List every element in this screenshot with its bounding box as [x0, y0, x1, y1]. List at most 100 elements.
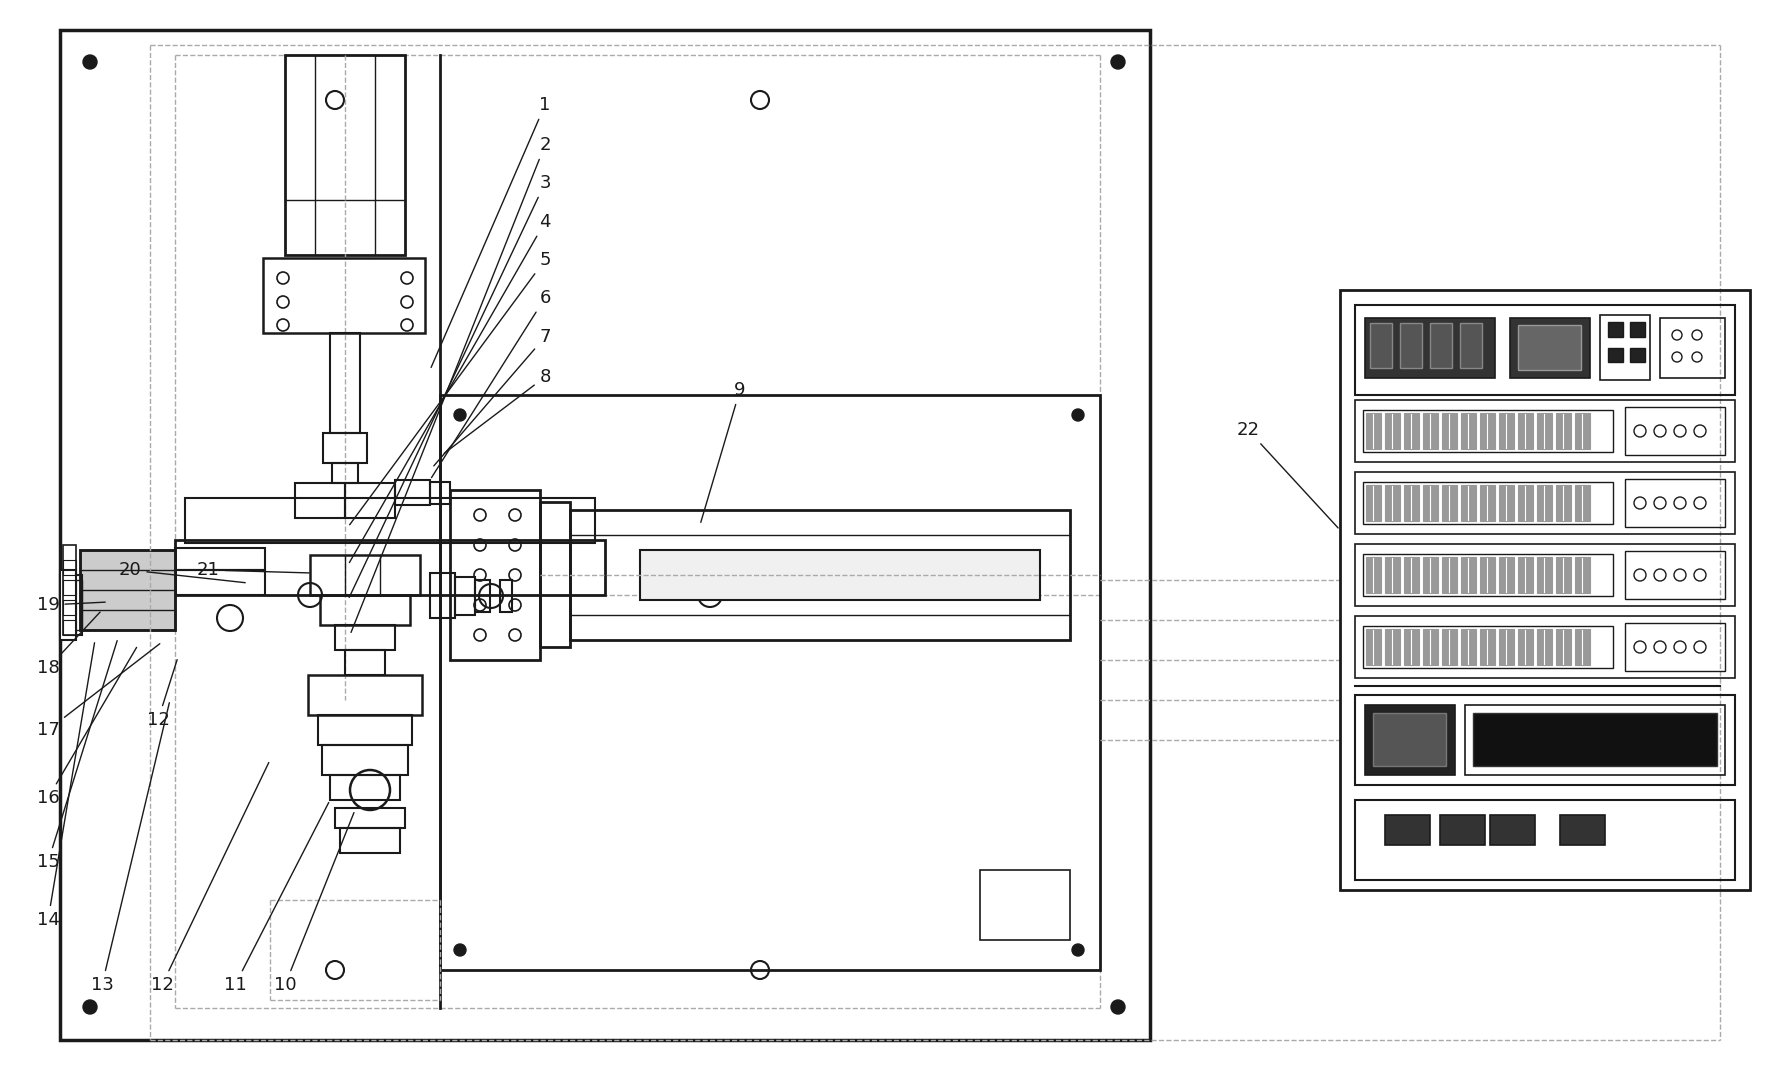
- Bar: [395, 480, 429, 505]
- Bar: [1461, 485, 1477, 521]
- Bar: [476, 581, 490, 612]
- Circle shape: [1110, 55, 1125, 69]
- Bar: [1518, 485, 1532, 521]
- Bar: [1439, 815, 1486, 845]
- Bar: [1355, 544, 1734, 606]
- Bar: [331, 775, 401, 800]
- Bar: [1430, 323, 1452, 368]
- Bar: [1373, 713, 1446, 766]
- Bar: [1423, 412, 1438, 449]
- Bar: [1404, 485, 1420, 521]
- Bar: [1575, 629, 1590, 665]
- Text: 13: 13: [91, 702, 170, 994]
- Bar: [1461, 412, 1477, 449]
- Bar: [63, 545, 77, 635]
- Text: 21: 21: [197, 561, 309, 579]
- Bar: [1538, 557, 1552, 593]
- Bar: [1518, 557, 1532, 593]
- Bar: [1386, 815, 1430, 845]
- Bar: [1355, 800, 1734, 880]
- Bar: [501, 581, 511, 612]
- Bar: [1386, 485, 1400, 521]
- Bar: [61, 581, 82, 630]
- Bar: [1355, 616, 1734, 679]
- Bar: [334, 808, 406, 828]
- Bar: [1364, 318, 1495, 378]
- Bar: [1518, 629, 1532, 665]
- Polygon shape: [61, 570, 75, 640]
- Circle shape: [82, 1001, 97, 1015]
- Bar: [1559, 815, 1606, 845]
- Bar: [429, 482, 451, 504]
- Bar: [1423, 557, 1438, 593]
- Bar: [1355, 305, 1734, 395]
- Bar: [1404, 412, 1420, 449]
- Bar: [1575, 412, 1590, 449]
- Bar: [1556, 412, 1572, 449]
- Bar: [1607, 348, 1624, 362]
- Text: 3: 3: [349, 174, 551, 598]
- Bar: [318, 715, 411, 745]
- Text: 12: 12: [147, 659, 177, 729]
- Bar: [175, 570, 265, 595]
- Bar: [1625, 623, 1725, 671]
- Circle shape: [82, 55, 97, 69]
- Bar: [334, 625, 395, 651]
- Bar: [63, 620, 77, 635]
- Bar: [1362, 410, 1613, 452]
- Bar: [1538, 485, 1552, 521]
- Bar: [1366, 629, 1380, 665]
- Bar: [1538, 629, 1552, 665]
- Bar: [1480, 557, 1495, 593]
- Text: 11: 11: [224, 802, 329, 994]
- Bar: [184, 498, 595, 543]
- Text: 5: 5: [350, 251, 551, 524]
- Bar: [440, 395, 1100, 970]
- Circle shape: [454, 945, 467, 956]
- Bar: [324, 433, 367, 463]
- Bar: [540, 502, 570, 647]
- Bar: [1339, 290, 1750, 890]
- Bar: [309, 555, 420, 595]
- Bar: [1556, 485, 1572, 521]
- Bar: [345, 651, 384, 675]
- Bar: [1404, 629, 1420, 665]
- Bar: [1355, 472, 1734, 534]
- Text: 10: 10: [274, 812, 354, 994]
- Bar: [1441, 557, 1457, 593]
- Bar: [1631, 322, 1645, 337]
- Bar: [1498, 485, 1514, 521]
- Bar: [1480, 485, 1495, 521]
- Bar: [284, 55, 406, 255]
- Bar: [175, 548, 265, 570]
- Bar: [1366, 412, 1380, 449]
- Text: 7: 7: [434, 328, 551, 466]
- Bar: [63, 600, 77, 615]
- Bar: [1423, 485, 1438, 521]
- Bar: [1473, 713, 1716, 766]
- Text: 16: 16: [36, 647, 136, 807]
- Text: 14: 14: [36, 643, 95, 929]
- Bar: [80, 550, 175, 630]
- Bar: [980, 870, 1069, 940]
- Bar: [333, 463, 358, 482]
- Bar: [1366, 557, 1380, 593]
- Bar: [1461, 557, 1477, 593]
- Bar: [1498, 557, 1514, 593]
- Bar: [1511, 318, 1590, 378]
- Text: 15: 15: [36, 641, 118, 871]
- Bar: [80, 550, 175, 630]
- Bar: [1556, 629, 1572, 665]
- Bar: [1370, 323, 1393, 368]
- Text: 8: 8: [443, 368, 551, 453]
- Bar: [1404, 557, 1420, 593]
- Bar: [640, 550, 1041, 600]
- Bar: [63, 560, 77, 575]
- Bar: [1461, 323, 1482, 368]
- Bar: [1355, 695, 1734, 785]
- Bar: [1625, 551, 1725, 599]
- Text: 18: 18: [36, 612, 100, 677]
- Circle shape: [454, 409, 467, 421]
- Circle shape: [1110, 1001, 1125, 1015]
- Bar: [308, 675, 422, 715]
